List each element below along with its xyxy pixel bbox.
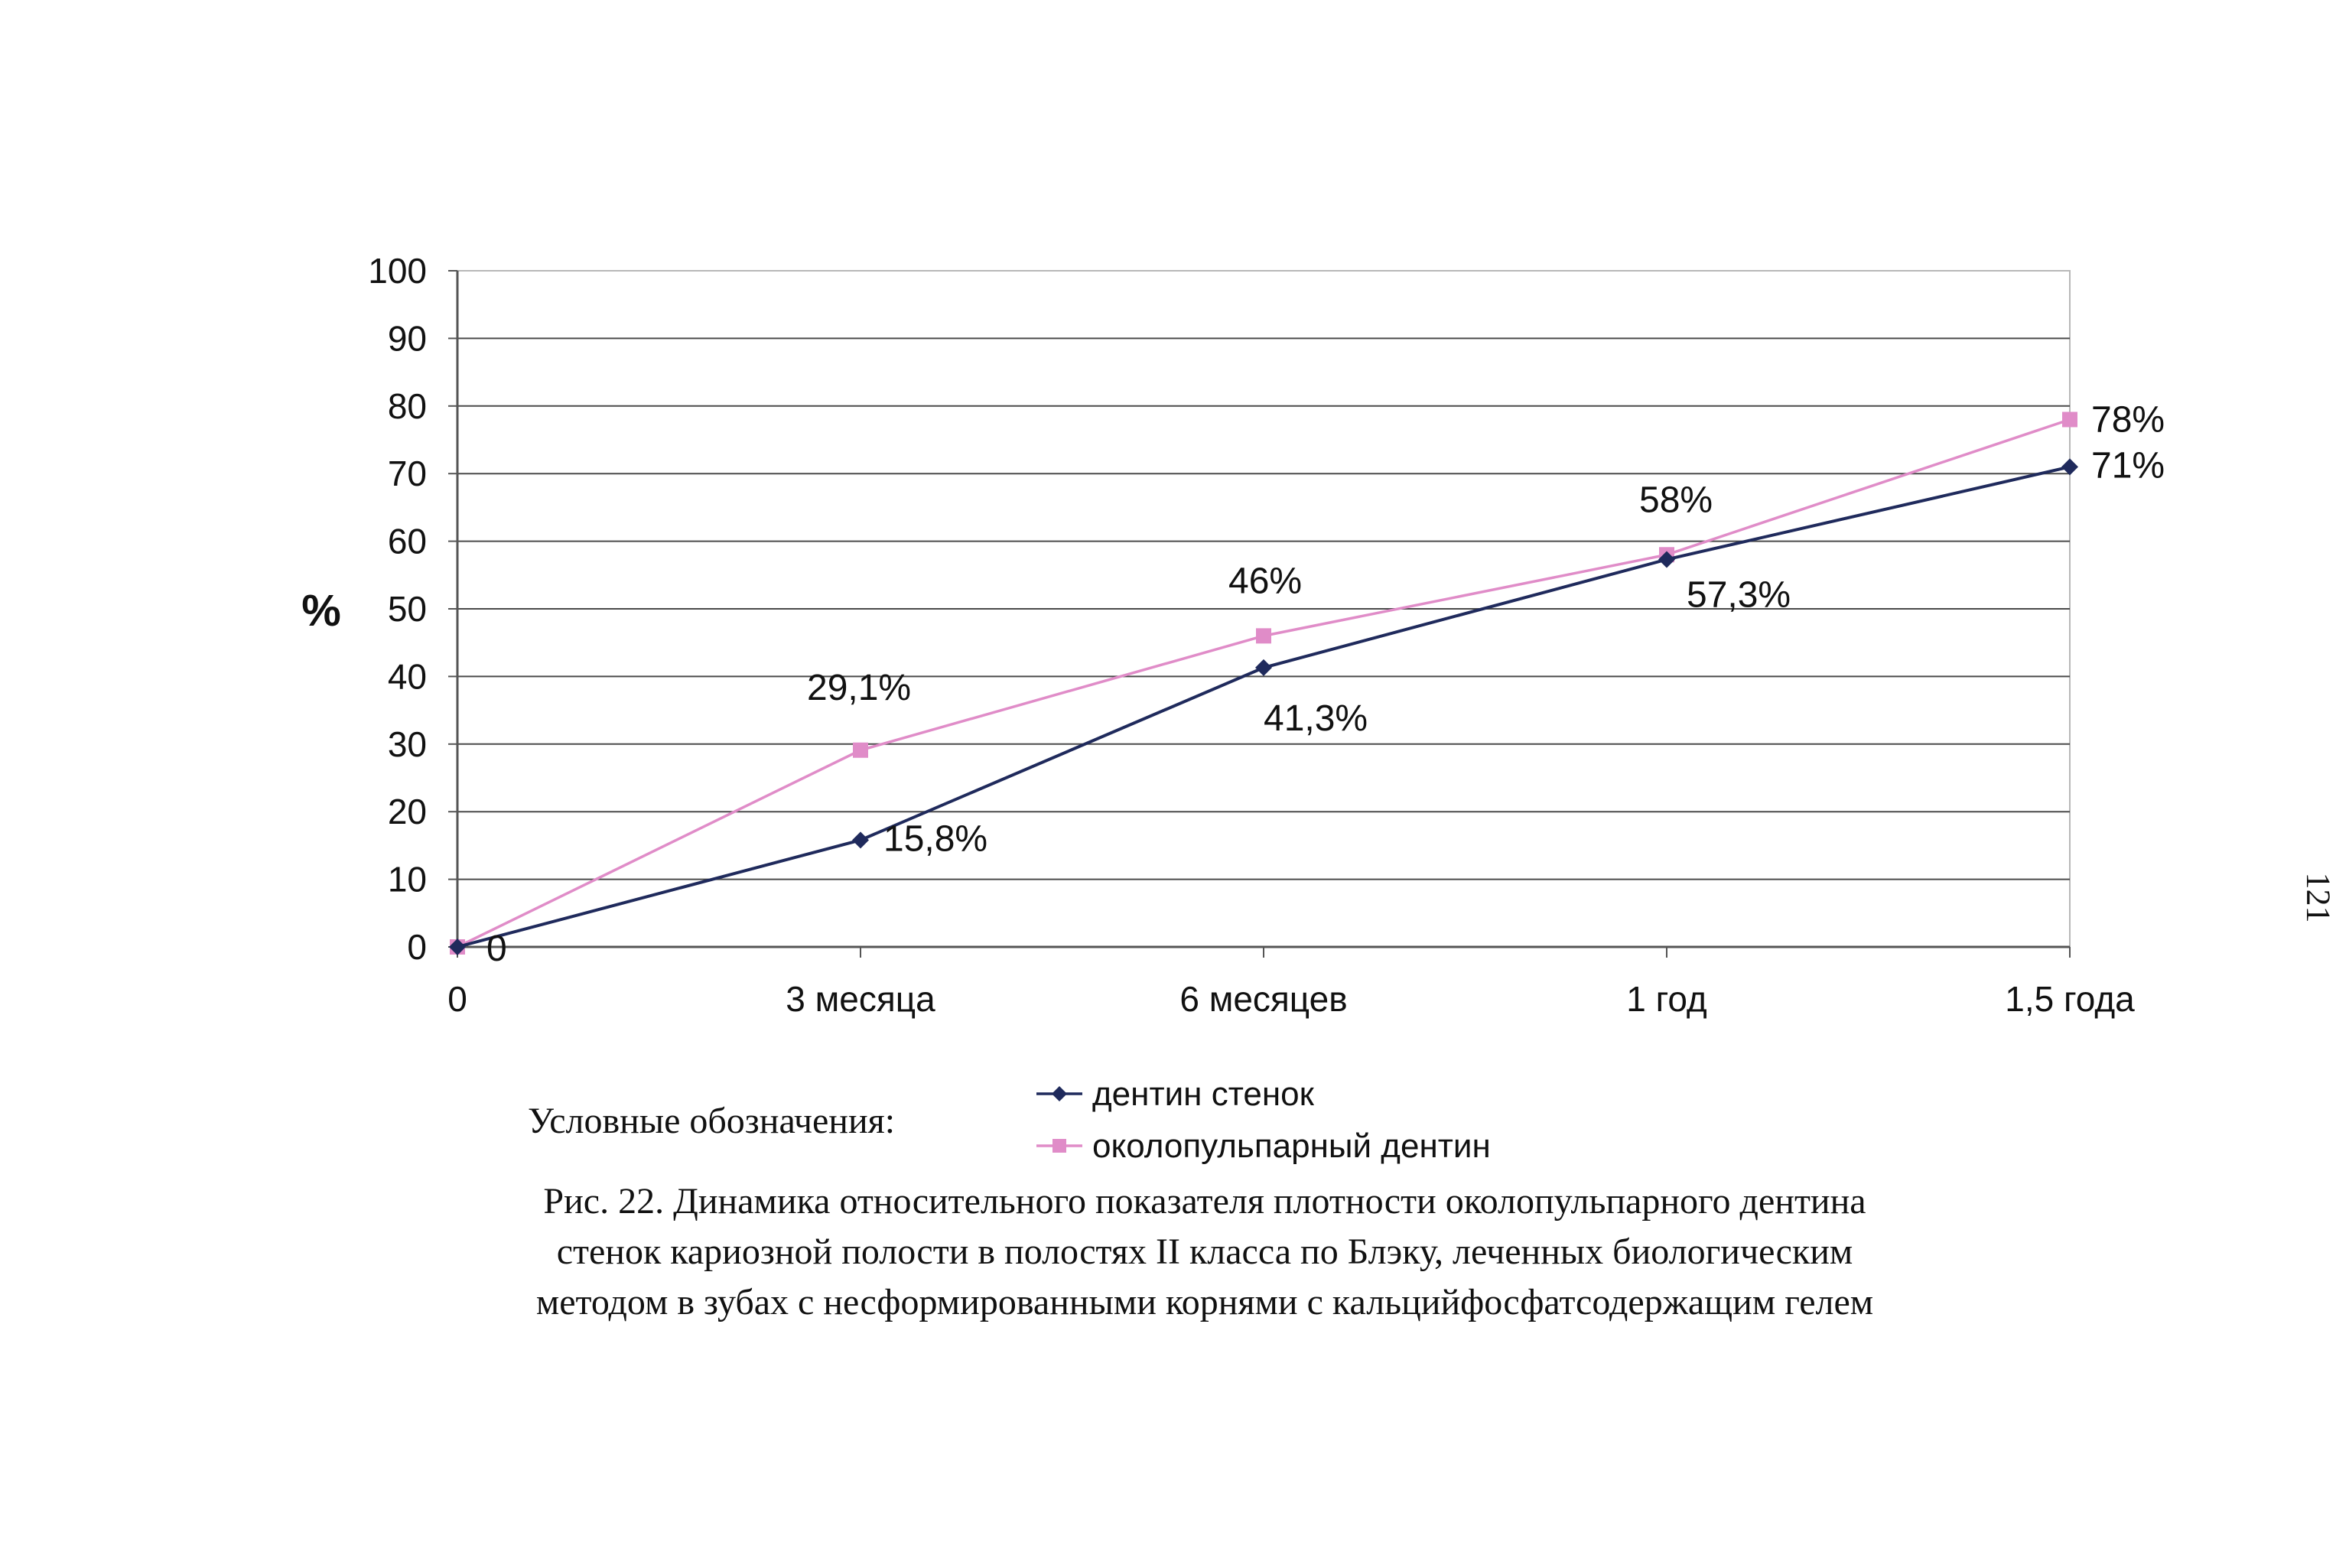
x-tick-label: 3 месяца bbox=[786, 979, 935, 1019]
data-label: 29,1% bbox=[807, 668, 911, 708]
data-point bbox=[1256, 628, 1271, 644]
data-label: 58% bbox=[1639, 480, 1713, 520]
figure-caption-line-2: стенок кариозной полости в полостях II к… bbox=[556, 1231, 1853, 1272]
x-tick-labels: 0 3 месяца 6 месяцев 1 год 1,5 года bbox=[447, 947, 2135, 1019]
data-label: 41,3% bbox=[1264, 698, 1368, 739]
y-tick-label: 60 bbox=[388, 522, 427, 561]
x-tick-label: 1 год bbox=[1626, 979, 1707, 1019]
legend-label: дентин стенок bbox=[1092, 1075, 1315, 1113]
data-point bbox=[852, 831, 869, 849]
data-label: 15,8% bbox=[883, 818, 987, 859]
data-label: 0 bbox=[486, 929, 507, 969]
data-label: 78% bbox=[2091, 399, 2165, 440]
y-tick-label: 10 bbox=[388, 860, 427, 899]
page-number: 121 bbox=[2299, 872, 2338, 923]
legend-caption: Условные обозначения: bbox=[528, 1101, 896, 1141]
x-tick-label: 6 месяцев bbox=[1179, 979, 1347, 1019]
x-tick-label: 1,5 года bbox=[2005, 979, 2135, 1019]
y-tick-labels: 0 10 20 30 40 50 60 70 80 90 100 bbox=[368, 251, 457, 967]
y-tick-label: 50 bbox=[388, 589, 427, 629]
data-labels: 0 15,8% 41,3% 57,3% 71% 29,1% 46% 58% 78% bbox=[486, 399, 2165, 969]
legend-entry-0: дентин стенок bbox=[1036, 1075, 1315, 1113]
data-point bbox=[1658, 551, 1675, 568]
y-tick-label: 20 bbox=[388, 792, 427, 831]
y-axis-title: % bbox=[301, 586, 341, 636]
y-tick-label: 100 bbox=[368, 251, 427, 291]
legend-entry-1: околопульпарный дентин bbox=[1036, 1127, 1491, 1165]
data-point bbox=[449, 939, 466, 955]
x-tick-label: 0 bbox=[447, 979, 467, 1019]
data-point bbox=[2061, 458, 2078, 476]
data-label: 71% bbox=[2091, 445, 2165, 486]
data-point bbox=[853, 742, 868, 758]
figure-caption-line-3: методом в зубах с несформированными корн… bbox=[535, 1282, 1874, 1322]
legend-label: околопульпарный дентин bbox=[1092, 1127, 1491, 1165]
series-0 bbox=[449, 458, 2078, 955]
y-tick-label: 40 bbox=[388, 656, 427, 696]
data-point bbox=[2062, 412, 2077, 428]
legend-marker bbox=[1052, 1139, 1066, 1153]
y-tick-label: 30 bbox=[388, 724, 427, 764]
y-tick-label: 80 bbox=[388, 386, 427, 426]
legend: дентин стенок околопульпарный дентин bbox=[1036, 1075, 1491, 1165]
figure-caption: Рис. 22. Динамика относительного показат… bbox=[382, 1176, 2027, 1328]
figure-caption-line-1: Рис. 22. Динамика относительного показат… bbox=[543, 1181, 1866, 1222]
gridlines bbox=[457, 337, 2070, 880]
series bbox=[449, 412, 2078, 955]
y-tick-label: 90 bbox=[388, 318, 427, 358]
data-label: 46% bbox=[1228, 561, 1302, 601]
y-tick-label: 70 bbox=[388, 454, 427, 493]
y-tick-label: 0 bbox=[407, 927, 427, 967]
data-label: 57,3% bbox=[1687, 574, 1791, 615]
legend-marker bbox=[1052, 1086, 1067, 1101]
data-point bbox=[1255, 659, 1272, 676]
